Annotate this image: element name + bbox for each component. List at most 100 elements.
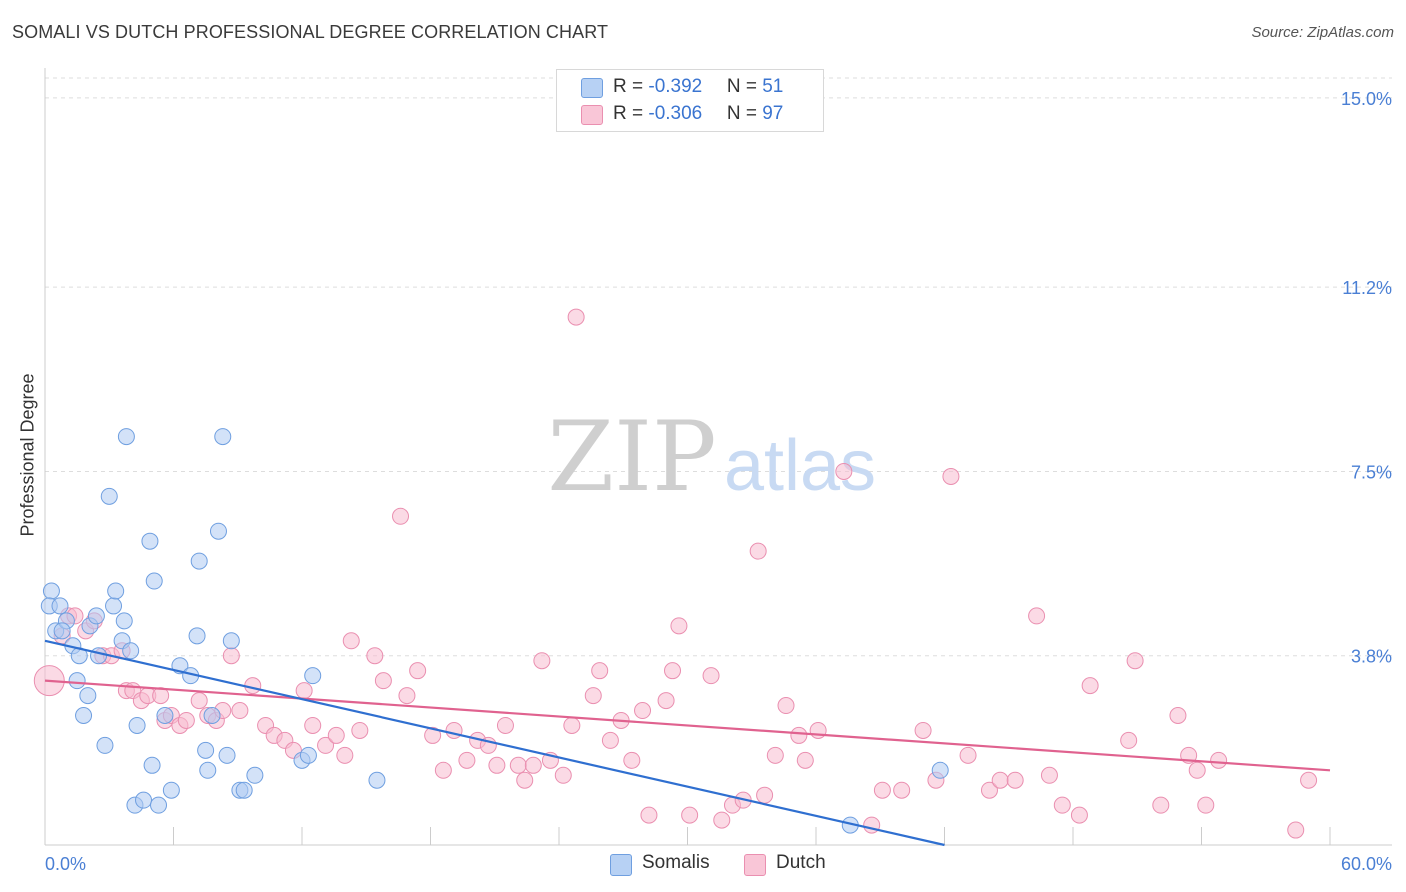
dutch-point <box>231 702 249 720</box>
somali-point <box>117 428 135 446</box>
dutch-point <box>640 806 658 824</box>
legend-r-value-dutch: -0.306 <box>648 103 703 124</box>
dutch-point <box>1120 731 1138 749</box>
somali-point <box>214 428 232 446</box>
dutch-point <box>516 771 534 789</box>
somali-point <box>246 766 264 784</box>
dutch-point <box>458 751 476 769</box>
dutch-point <box>749 542 767 560</box>
dutch-point <box>222 647 240 665</box>
dutch-point <box>509 756 527 774</box>
axes <box>44 68 1392 846</box>
source-label: Source: ZipAtlas.com <box>1251 24 1394 41</box>
bottom-legend-swatch-somali <box>610 854 632 876</box>
dutch-point <box>670 617 688 635</box>
somali-point <box>53 622 71 640</box>
dutch-point <box>304 716 322 734</box>
dutch-point <box>524 756 542 774</box>
dutch-point <box>623 751 641 769</box>
dutch-point <box>1287 821 1305 839</box>
dutch-point <box>1081 677 1099 695</box>
dutch-point <box>756 786 774 804</box>
somali-point <box>162 781 180 799</box>
dutch-point <box>681 806 699 824</box>
somali-point <box>75 707 93 725</box>
dutch-point <box>893 781 911 799</box>
y-tick-label: 7.5% <box>1351 462 1392 482</box>
trend-lines <box>44 639 1331 847</box>
somali-point <box>368 771 386 789</box>
dutch-point <box>657 692 675 710</box>
somali-point <box>51 597 69 615</box>
somali-point <box>115 612 133 630</box>
dutch-point <box>664 662 682 680</box>
dutch-point <box>835 462 853 480</box>
bottom-legend-label-dutch: Dutch <box>776 852 826 873</box>
somali-point <box>931 761 949 779</box>
somali-point <box>304 667 322 685</box>
somali-point <box>203 707 221 725</box>
dutch-point <box>374 672 392 690</box>
bottom-legend-swatch-dutch <box>744 854 766 876</box>
somali-point <box>143 756 161 774</box>
dutch-point <box>409 662 427 680</box>
somali-point <box>222 632 240 650</box>
dutch-point <box>1040 766 1058 784</box>
somali-point <box>190 552 208 570</box>
dutch-point <box>295 682 313 700</box>
somali-point <box>218 746 236 764</box>
dutch-point <box>496 716 514 734</box>
dutch-point <box>1028 607 1046 625</box>
dutch-point <box>398 687 416 705</box>
y-tick-label: 11.2% <box>1342 278 1392 298</box>
somali-point <box>128 716 146 734</box>
dutch-point <box>634 702 652 720</box>
dutch-point <box>601 731 619 749</box>
dutch-point <box>533 652 551 670</box>
somali-point <box>188 627 206 645</box>
dutch-trend-line <box>44 679 1331 772</box>
somali-point <box>135 791 153 809</box>
legend-n-label: N = <box>726 76 763 97</box>
somali-point <box>100 487 118 505</box>
dutch-point <box>1188 761 1206 779</box>
dutch-point <box>336 746 354 764</box>
somali-point <box>68 672 86 690</box>
watermark-atlas: atlas <box>724 426 876 506</box>
dutch-point <box>567 308 585 326</box>
legend-n-value-somali: 51 <box>762 76 784 97</box>
dutch-point <box>563 716 581 734</box>
legend-swatch-somali <box>581 78 603 98</box>
dutch-point <box>591 662 609 680</box>
dutch-point <box>796 751 814 769</box>
dutch-point <box>434 761 452 779</box>
dutch-point <box>790 726 808 744</box>
dutch-point <box>980 781 998 799</box>
dutch-point <box>766 746 784 764</box>
y-tick-label: 15.0% <box>1341 89 1392 109</box>
dutch-point <box>177 711 195 729</box>
somali-point <box>107 582 125 600</box>
dutch-point <box>702 667 720 685</box>
watermark: ZIP atlas <box>547 401 876 513</box>
dutch-point <box>1210 751 1228 769</box>
somali-point <box>122 642 140 660</box>
somali-points <box>40 428 949 834</box>
dutch-points <box>33 308 1318 839</box>
x-tick-label-max: 60.0% <box>1341 854 1392 874</box>
somali-point <box>197 741 215 759</box>
tick-labels: 3.8% 7.5% 11.2% 15.0% 0.0% 60.0% <box>45 89 1392 874</box>
somali-trend-line <box>44 639 945 847</box>
somali-point <box>105 597 123 615</box>
dutch-point <box>1006 771 1024 789</box>
legend-n-label: N = <box>726 103 763 124</box>
somali-point <box>87 607 105 625</box>
dutch-point <box>873 781 891 799</box>
dutch-point <box>351 721 369 739</box>
dutch-point <box>1300 771 1318 789</box>
dutch-point <box>1169 707 1187 725</box>
somali-point <box>235 781 253 799</box>
legend-n-value-dutch: 97 <box>762 103 784 124</box>
somali-point <box>156 707 174 725</box>
somali-point <box>141 532 159 550</box>
